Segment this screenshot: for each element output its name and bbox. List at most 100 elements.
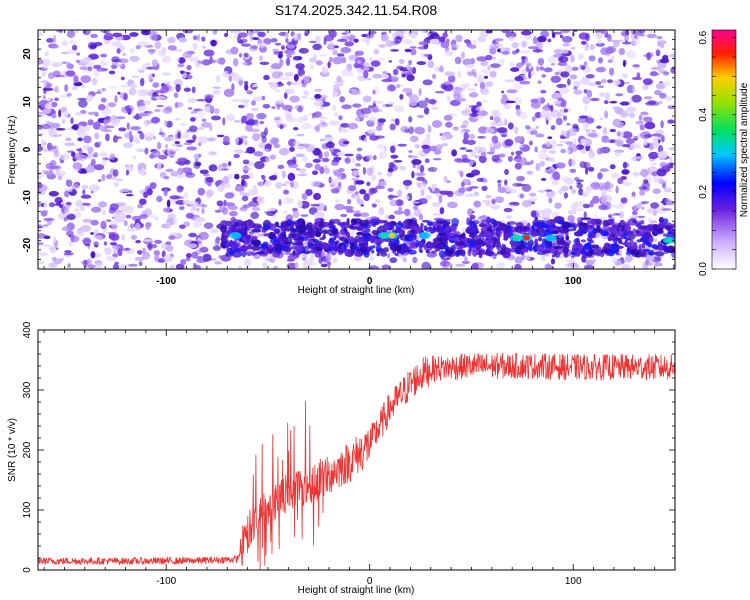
- spectrogram-cell: [154, 41, 162, 50]
- spectrogram-cell: [137, 250, 143, 255]
- spectrogram-cell: [284, 71, 294, 77]
- spectrogram-cell: [98, 104, 106, 111]
- spectrogram-cell: [197, 34, 201, 42]
- spectrogram-cell: [341, 35, 352, 41]
- spectrogram-cell: [622, 73, 628, 79]
- spectrogram-band-cell: [425, 250, 430, 254]
- spectrogram-cell: [408, 126, 414, 135]
- spectrogram-cell: [588, 82, 596, 87]
- spectrogram-cell: [536, 65, 540, 72]
- spectrogram-cell: [248, 200, 260, 207]
- spectrogram-cell: [154, 217, 159, 220]
- spectrogram-cell: [641, 206, 645, 210]
- spectrogram-band-cell: [663, 233, 667, 237]
- spectrogram-cell: [59, 153, 70, 161]
- spectrogram-cell: [86, 94, 94, 102]
- spectrogram-cell: [76, 52, 81, 56]
- spectrogram-cell: [537, 189, 546, 193]
- spectrogram-cell: [263, 74, 270, 81]
- spectrogram-cell: [112, 135, 118, 143]
- spectrogram-cell: [215, 74, 221, 83]
- spectrogram-cell: [74, 152, 84, 161]
- spectrogram-cell: [560, 48, 569, 54]
- spectrogram-cell: [657, 42, 661, 47]
- spectrogram-cell: [621, 263, 631, 269]
- spectrogram-cell: [332, 105, 337, 112]
- spectrogram-cell: [544, 263, 552, 269]
- spectrogram-cell: [233, 120, 241, 123]
- spectrogram-band-cell: [635, 222, 642, 228]
- spectrogram-cell: [242, 159, 250, 165]
- spectrogram-cell: [103, 119, 108, 126]
- spectrogram-band-cell: [380, 252, 388, 257]
- spectrogram-cell: [284, 110, 292, 118]
- spectrogram-band-cell: [541, 224, 550, 229]
- spectrogram-cell: [519, 193, 525, 199]
- spectrogram-cell: [372, 90, 376, 95]
- spectrogram-cell: [580, 77, 591, 85]
- spectrogram-cell: [497, 179, 502, 184]
- spectrogram-cell: [632, 86, 636, 93]
- spectrogram-cell: [80, 194, 92, 199]
- spectrogram-cell: [54, 86, 59, 93]
- spectrogram-cell: [323, 164, 328, 173]
- spectrogram-cell: [111, 59, 122, 63]
- spectrogram-cell: [51, 128, 58, 135]
- spectrogram-cell: [38, 202, 42, 208]
- spectrogram-cell: [560, 109, 565, 116]
- spectrogram-cell: [606, 138, 611, 143]
- spectrogram-cell: [228, 210, 238, 217]
- spectrogram-cell: [581, 255, 587, 263]
- spectrogram-cell: [543, 67, 553, 73]
- spectrogram-cell: [497, 186, 506, 194]
- spectrogram-cell: [406, 64, 411, 71]
- spectrogram-cell: [303, 90, 310, 96]
- spectrogram-band-cell: [591, 233, 596, 239]
- spectrogram-cell: [82, 56, 92, 64]
- spectrogram-cell: [90, 251, 96, 259]
- spectrogram-cell: [582, 203, 591, 209]
- spectrogram-cell: [616, 121, 624, 128]
- spectrogram-cell: [540, 177, 547, 181]
- spectrogram-cell: [414, 126, 426, 135]
- spectrogram-cell: [188, 107, 193, 110]
- spectrogram-cell: [167, 36, 176, 44]
- spectrogram-band-cell: [248, 219, 253, 227]
- spectrogram-cell: [74, 212, 82, 218]
- spectrogram-cell: [135, 240, 142, 244]
- spectrogram-cell: [585, 259, 595, 266]
- spectrogram-cell: [419, 182, 427, 191]
- spectrogram-cell: [560, 30, 571, 34]
- spectrogram-cell: [64, 142, 76, 146]
- spectrogram-ticks: [38, 29, 676, 270]
- spectrogram-cell: [170, 148, 181, 152]
- spectrogram-cell: [51, 122, 61, 129]
- spectrogram-cell: [257, 181, 265, 187]
- spectrogram-band-cell: [417, 240, 425, 248]
- spectrogram-band-cell: [319, 237, 325, 241]
- spectrogram-cell: [672, 264, 675, 269]
- spectrogram-cell: [525, 255, 531, 260]
- spectrogram-band-cell: [586, 220, 591, 227]
- spectrogram-cell: [654, 90, 662, 96]
- spectrogram-cell: [318, 116, 328, 120]
- spectrogram-cell: [656, 168, 667, 177]
- spectrogram-cell: [551, 139, 557, 146]
- spectrogram-band-cell: [382, 247, 389, 253]
- spectrogram-cell: [197, 136, 209, 144]
- spectrogram-band-cell: [237, 225, 243, 230]
- spectrogram-cell: [455, 264, 466, 267]
- spectrogram-cell: [427, 60, 435, 69]
- spectrogram-cell: [567, 78, 571, 86]
- spectrogram-cell: [408, 116, 413, 123]
- spectrogram-cell: [297, 108, 303, 112]
- spectrogram-cell: [654, 238, 658, 242]
- spectrogram-cell: [214, 261, 222, 265]
- spectrogram-cell: [147, 91, 153, 96]
- spectrogram-cell: [262, 104, 271, 109]
- spectrogram-cell: [250, 107, 259, 112]
- spectrogram-cell: [107, 102, 117, 108]
- spectrogram-cell: [498, 58, 505, 66]
- spectrogram-cell: [167, 45, 177, 51]
- spectrogram-cell: [313, 111, 322, 118]
